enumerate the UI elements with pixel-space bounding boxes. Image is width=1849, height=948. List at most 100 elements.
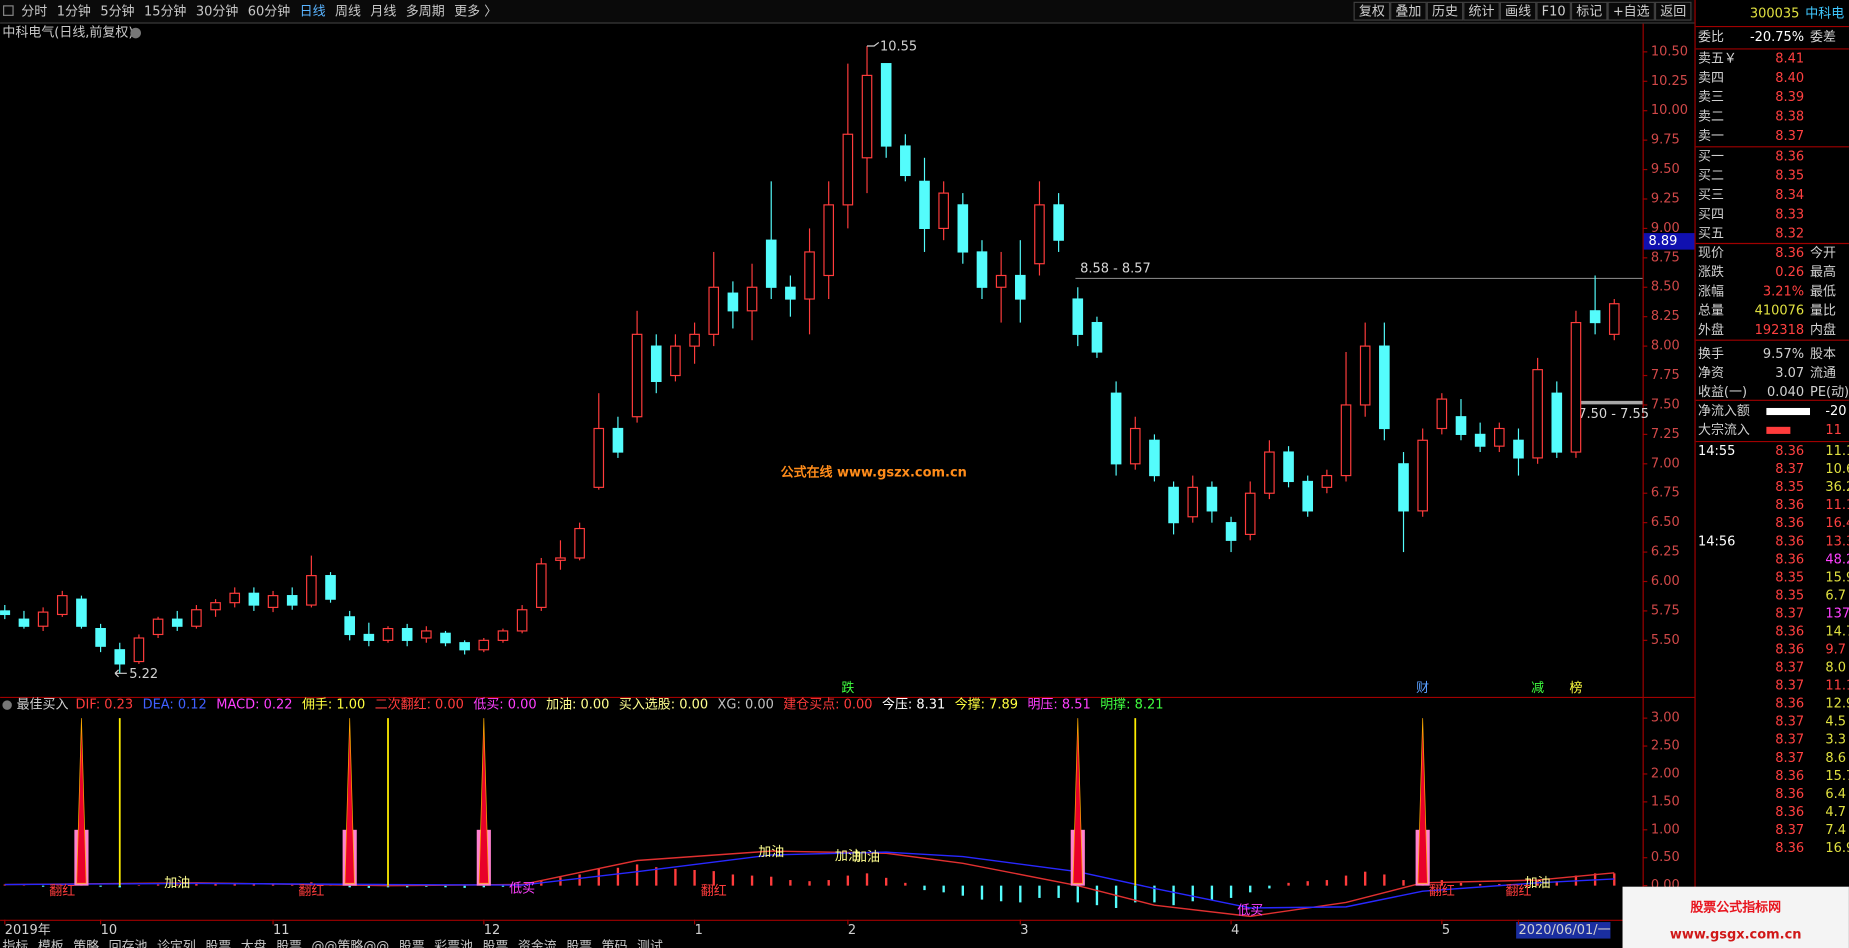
candle-body — [785, 286, 796, 300]
candle-body — [1225, 522, 1237, 541]
candle-body — [478, 639, 490, 651]
book-label: 买二 — [1698, 169, 1724, 184]
stat-label: 涨跌 — [1698, 264, 1724, 280]
indicator-label: 加油 — [835, 849, 861, 864]
candle-body — [919, 180, 930, 229]
price-tick-label: 10.00 — [1651, 103, 1688, 118]
indicator-legend: XG: 0.00 — [718, 698, 774, 713]
price-tick-label: 9.75 — [1651, 133, 1680, 148]
period-tab[interactable]: 60分钟 — [248, 3, 290, 19]
book-price: 8.35 — [1775, 169, 1804, 184]
tick-price: 8.36 — [1775, 805, 1804, 820]
period-tab[interactable]: 30分钟 — [196, 3, 238, 19]
book-price: 8.38 — [1775, 109, 1804, 124]
tick-volume: 3.3 — [1825, 733, 1846, 748]
toolbar-button[interactable]: 统计 — [1469, 4, 1495, 19]
menu-icon[interactable] — [3, 5, 14, 16]
price-tick-label: 9.50 — [1651, 162, 1680, 177]
candle-body — [1302, 480, 1314, 512]
indicator-legend: 低买: 0.00 — [473, 698, 536, 713]
bottom-tab[interactable]: 策码 — [602, 938, 628, 948]
tick-volume: 8.6 — [1825, 751, 1846, 766]
candle-body — [1417, 439, 1428, 512]
tick-volume: 15.7 — [1825, 769, 1849, 784]
indicator-menu-icon[interactable] — [2, 700, 12, 710]
toolbar-button[interactable]: 画线 — [1505, 4, 1531, 19]
bottom-tab[interactable]: 股票 — [276, 939, 302, 948]
candle-body — [823, 204, 835, 277]
bottom-tab[interactable]: @@策略@@ — [311, 938, 389, 948]
tick-price: 8.36 — [1775, 643, 1804, 658]
price-tick-label: 10.25 — [1651, 74, 1688, 89]
bottom-tab[interactable]: 测试 — [637, 939, 663, 948]
corner-watermark-title: 股票公式指标网 — [1690, 899, 1781, 915]
stat-value: 0.040 — [1767, 385, 1804, 400]
toolbar-button[interactable]: F10 — [1542, 4, 1566, 19]
flow-bar — [1766, 407, 1811, 416]
candle-body — [440, 632, 451, 644]
toolbar-button[interactable]: 历史 — [1432, 4, 1458, 19]
toolbar — [0, 0, 1695, 23]
toolbar-button[interactable]: 复权 — [1359, 3, 1385, 19]
stat-label: 现价 — [1698, 246, 1724, 261]
candle-body — [229, 592, 241, 604]
toolbar-button[interactable]: 返回 — [1660, 4, 1686, 19]
bottom-tab[interactable]: 股票 — [482, 939, 508, 948]
candle-body — [210, 602, 221, 611]
candle-body — [1340, 404, 1352, 477]
candle-body — [1455, 416, 1467, 435]
candle-body — [171, 618, 183, 627]
date-label: 5 — [1442, 923, 1450, 938]
button-frame — [1499, 1, 1537, 21]
bottom-tab[interactable]: 股票 — [205, 939, 231, 948]
trough-label: 5.22 — [129, 667, 158, 682]
bottom-tab[interactable]: 模板 — [38, 939, 64, 948]
row-extra: 委差 — [1810, 30, 1836, 45]
bottom-tab[interactable]: 资金流 — [518, 938, 557, 948]
date-label: 11 — [273, 923, 290, 938]
period-tab[interactable]: 月线 — [370, 4, 396, 19]
period-tab[interactable]: 更多 〉 — [454, 3, 497, 19]
candle-body — [555, 557, 566, 561]
peak-label: 10.55 — [880, 40, 917, 55]
bottom-tab[interactable]: 回存池 — [109, 939, 148, 948]
bottom-tab[interactable]: 彩票池 — [434, 939, 473, 948]
toolbar-button[interactable]: 叠加 — [1395, 4, 1421, 19]
period-tab[interactable]: 日线 — [300, 4, 326, 19]
row-label: 委比 — [1698, 30, 1724, 45]
spike — [478, 718, 489, 884]
period-tab[interactable]: 1分钟 — [57, 3, 91, 19]
bottom-tab[interactable]: 股票 — [399, 939, 425, 948]
price-tick-label: 7.50 — [1651, 397, 1680, 412]
book-label: 卖三 — [1698, 90, 1724, 105]
bottom-tab[interactable]: 指标 — [2, 939, 28, 948]
bottom-tab[interactable]: 策略 — [73, 938, 99, 948]
tick-volume: 13.3 — [1825, 534, 1849, 549]
row-value: -20.75% — [1750, 30, 1804, 45]
toolbar-button[interactable]: +自选 — [1613, 4, 1650, 19]
indicator-legend: 建仓买点: 0.00 — [783, 698, 872, 713]
indicator-tick-label: 3.00 — [1651, 711, 1680, 726]
date-label: 12 — [484, 923, 501, 938]
candle-body — [1129, 427, 1141, 465]
toolbar-button[interactable]: 标记 — [1576, 4, 1602, 19]
period-tab[interactable]: 5分钟 — [100, 3, 134, 19]
indicator-legend: 今压: 8.31 — [882, 697, 945, 713]
period-tab[interactable]: 多周期 — [406, 3, 445, 19]
bottom-tab[interactable]: 股票 — [566, 939, 592, 948]
date-label: 3 — [1020, 923, 1028, 938]
period-tab[interactable]: 分时 — [21, 4, 47, 19]
period-tab[interactable]: 15分钟 — [144, 3, 186, 19]
indicator-label: 加油 — [164, 876, 190, 891]
price-tick-label: 8.50 — [1651, 280, 1680, 295]
candle-body — [401, 627, 413, 641]
tick-price: 8.36 — [1775, 534, 1804, 549]
period-tab[interactable]: 周线 — [335, 4, 361, 19]
bottom-tab[interactable]: 大盘 — [241, 938, 267, 948]
candle-body — [344, 616, 355, 636]
candle-body — [938, 192, 949, 229]
title-menu-icon[interactable] — [130, 27, 141, 39]
bottom-tab[interactable]: 诊定列 — [157, 939, 196, 948]
price-tick-label: 6.00 — [1651, 574, 1680, 589]
